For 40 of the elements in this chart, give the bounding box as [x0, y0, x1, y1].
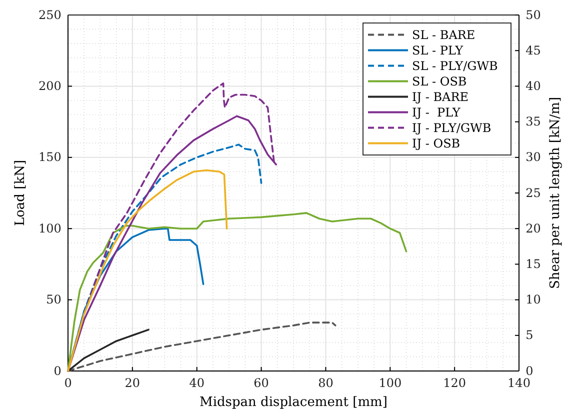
y2-tick-label: 15	[526, 257, 541, 272]
x-tick-label: 140	[508, 376, 530, 390]
y-tick-label: 0	[54, 364, 62, 378]
y2-tick-label: 30	[526, 150, 541, 164]
line-series	[67, 212, 408, 372]
x-tick-label: 120	[443, 376, 466, 390]
y2-tick-label: 50	[526, 8, 541, 22]
line-series	[67, 328, 150, 372]
y-tick-label: 100	[38, 221, 62, 236]
legend-label: IJ - BARE	[412, 90, 469, 104]
y2-tick-label: 45	[526, 43, 541, 58]
legend-label: IJ - PLY	[412, 105, 462, 120]
line-series	[67, 322, 336, 372]
y2-tick-label: 10	[526, 292, 541, 307]
x-tick-label: 40	[189, 376, 204, 390]
y2-tick-label: 35	[526, 114, 541, 129]
legend-label: IJ - PLY/GWB	[412, 120, 492, 135]
y-tick-label: 150	[38, 150, 62, 164]
legend-label: SL - PLY	[412, 43, 464, 58]
y2-tick-label: 40	[526, 79, 541, 94]
y2-tick-label: 0	[526, 364, 534, 378]
legend-label: SL - BARE	[412, 28, 476, 42]
y2-tick-label: 5	[526, 328, 534, 342]
y2-tick-label: 25	[526, 186, 541, 200]
y2-axis-title: Shear per unit length [kN/m]	[548, 96, 563, 290]
line-series	[67, 169, 228, 372]
x-tick-label: 60	[254, 376, 269, 390]
y-axis-title: Load [kN]	[13, 160, 28, 226]
x-axis-title: Midspan displacement [mm]	[200, 395, 388, 410]
legend-label: SL - OSB	[412, 74, 467, 88]
x-tick-label: 80	[318, 376, 334, 390]
y-tick-label: 200	[38, 79, 62, 94]
legend-label: IJ - OSB	[412, 136, 460, 150]
y-tick-label: 50	[46, 292, 62, 307]
x-tick-label: 100	[378, 376, 402, 390]
x-tick-label: 0	[64, 376, 72, 390]
y2-tick-label: 20	[526, 221, 541, 236]
legend-label: SL - PLY/GWB	[412, 58, 498, 73]
y-tick-label: 250	[38, 8, 62, 22]
x-tick-label: 20	[124, 376, 140, 390]
